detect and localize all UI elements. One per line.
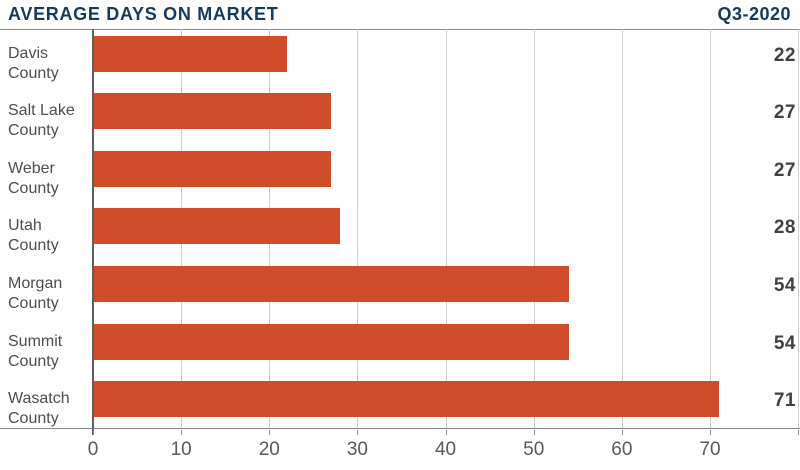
x-tick-label-70: 70 bbox=[699, 438, 721, 460]
category-label-wasatch-county: Wasatch County bbox=[8, 390, 70, 428]
x-tick-10 bbox=[181, 429, 183, 435]
x-tick-70 bbox=[710, 429, 711, 435]
gridline-50 bbox=[533, 29, 535, 428]
gridline-30 bbox=[357, 29, 359, 428]
x-tick-40 bbox=[445, 429, 447, 435]
x-tick-label-0: 0 bbox=[87, 438, 99, 460]
chart-period-label: Q3-2020 bbox=[717, 3, 791, 24]
value-label-davis-county: 22 bbox=[773, 44, 796, 66]
x-tick-60 bbox=[621, 429, 623, 435]
value-label-summit-county: 54 bbox=[773, 332, 796, 354]
x-tick-30 bbox=[357, 429, 359, 435]
value-label-salt-lake-county: 27 bbox=[773, 102, 796, 124]
category-label-summit-county: Summit County bbox=[8, 332, 63, 370]
category-label-utah-county: Utah County bbox=[8, 217, 59, 255]
gridline-70 bbox=[710, 29, 711, 428]
bar-summit-county bbox=[94, 323, 569, 360]
chart-title: AVERAGE DAYS ON MARKET bbox=[8, 3, 279, 24]
bar-weber-county bbox=[94, 150, 331, 187]
bar-wasatch-county bbox=[94, 381, 719, 418]
bar-morgan-county bbox=[94, 265, 569, 302]
value-label-wasatch-county: 71 bbox=[773, 390, 796, 412]
x-axis: 0 10 20 30 40 50 60 70 bbox=[0, 429, 800, 470]
value-label-morgan-county: 54 bbox=[773, 274, 796, 296]
x-tick-label-30: 30 bbox=[346, 438, 368, 460]
x-tick-label-60: 60 bbox=[611, 438, 633, 460]
x-tick-label-10: 10 bbox=[170, 438, 192, 460]
gridline-60 bbox=[621, 29, 623, 428]
category-label-salt-lake-county: Salt Lake County bbox=[8, 102, 75, 140]
category-label-morgan-county: Morgan County bbox=[8, 274, 63, 312]
gridline-80 bbox=[798, 29, 800, 428]
bar-davis-county bbox=[94, 35, 287, 72]
x-tick-label-40: 40 bbox=[434, 438, 457, 460]
bar-utah-county bbox=[94, 208, 340, 245]
category-label-davis-county: Davis County bbox=[8, 44, 59, 82]
x-tick-0 bbox=[93, 429, 94, 435]
category-label-weber-county: Weber County bbox=[8, 159, 59, 197]
x-tick-50 bbox=[533, 429, 535, 435]
bar-salt-lake-county bbox=[94, 93, 331, 130]
chart-header: AVERAGE DAYS ON MARKET Q3-2020 bbox=[0, 0, 800, 30]
y-axis-zero-line bbox=[92, 29, 94, 435]
x-tick-label-20: 20 bbox=[258, 438, 280, 460]
value-label-weber-county: 27 bbox=[773, 159, 796, 181]
x-tick-20 bbox=[269, 429, 271, 435]
gridline-40 bbox=[445, 29, 447, 428]
plot-area: Davis County 22 Salt Lake County 27 Weber Count… bbox=[0, 29, 800, 435]
x-tick-label-50: 50 bbox=[523, 438, 545, 460]
x-tick-80 bbox=[798, 429, 800, 435]
value-label-utah-county: 28 bbox=[773, 217, 796, 239]
